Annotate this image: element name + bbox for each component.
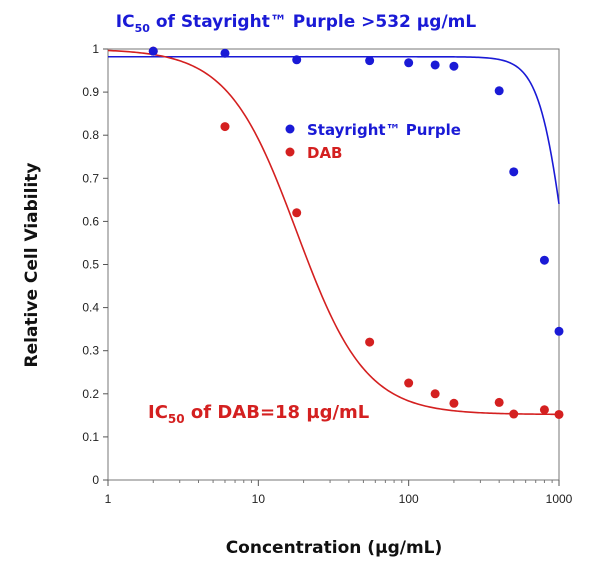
y-tick-label: 0.9: [82, 85, 99, 99]
data-point: [509, 167, 519, 177]
y-tick-label: 1: [92, 42, 99, 56]
data-point: [494, 397, 504, 407]
y-axis-title: Relative Cell Viability: [22, 163, 42, 368]
x-axis-title: Concentration (µg/mL): [226, 538, 443, 558]
data-point: [365, 56, 375, 66]
data-point: [494, 86, 504, 96]
data-point: [148, 46, 158, 56]
data-points: [148, 46, 564, 419]
chart-title-prefix: IC: [116, 12, 135, 32]
x-tick-label: 1000: [546, 492, 573, 506]
x-axis: 1 10 100 1000: [105, 480, 573, 506]
y-tick-label: 0.3: [82, 344, 99, 358]
y-axis: 0 0.1 0.2 0.3 0.4 0.5 0.6 0.7 0.8 0.9 1: [82, 42, 108, 487]
data-point: [509, 409, 519, 419]
data-point: [449, 398, 459, 408]
y-tick-label: 0.4: [82, 301, 99, 315]
x-tick-label: 1: [105, 492, 112, 506]
legend-marker-stayright: [285, 124, 295, 134]
legend-marker-dab: [285, 147, 295, 157]
legend-label-stayright: Stayright™ Purple: [307, 121, 461, 139]
data-point: [365, 337, 375, 347]
chart-title-subscript: 50: [135, 22, 151, 35]
legend: Stayright™ Purple DAB: [285, 121, 461, 162]
y-tick-label: 0.7: [82, 171, 99, 185]
y-tick-label: 0: [92, 473, 99, 487]
y-tick-label: 0.1: [82, 430, 99, 444]
fit-curves: [107, 49, 560, 416]
x-tick-label: 100: [399, 492, 419, 506]
fit-curve-stayright-purple: [108, 55, 560, 205]
annotation-subscript: 50: [168, 412, 185, 426]
legend-label-dab: DAB: [307, 144, 343, 162]
data-point: [292, 55, 302, 65]
data-point: [539, 255, 549, 265]
data-point: [404, 378, 414, 388]
y-tick-label: 0.2: [82, 387, 99, 401]
y-tick-label: 0.6: [82, 214, 99, 228]
fit-curve-dab: [107, 49, 560, 416]
y-tick-label: 0.5: [82, 258, 99, 272]
data-point: [539, 405, 549, 415]
data-point: [404, 58, 414, 68]
data-point: [292, 208, 302, 218]
data-point: [554, 326, 564, 336]
data-point: [430, 60, 440, 70]
data-point: [430, 389, 440, 399]
annotation-prefix: IC: [148, 402, 168, 423]
data-point: [220, 122, 230, 132]
x-tick-label: 10: [252, 492, 266, 506]
data-point: [449, 61, 459, 71]
chart-title-suffix: of Stayright™ Purple >532 µg/mL: [150, 12, 476, 32]
data-point: [220, 48, 230, 58]
annotation-suffix: of DAB=18 µg/mL: [185, 402, 370, 423]
chart-title: IC50 of Stayright™ Purple >532 µg/mL: [116, 12, 477, 35]
y-tick-label: 0.8: [82, 128, 99, 142]
dab-ic50-annotation: IC50 of DAB=18 µg/mL: [148, 402, 369, 426]
data-point: [554, 409, 564, 419]
